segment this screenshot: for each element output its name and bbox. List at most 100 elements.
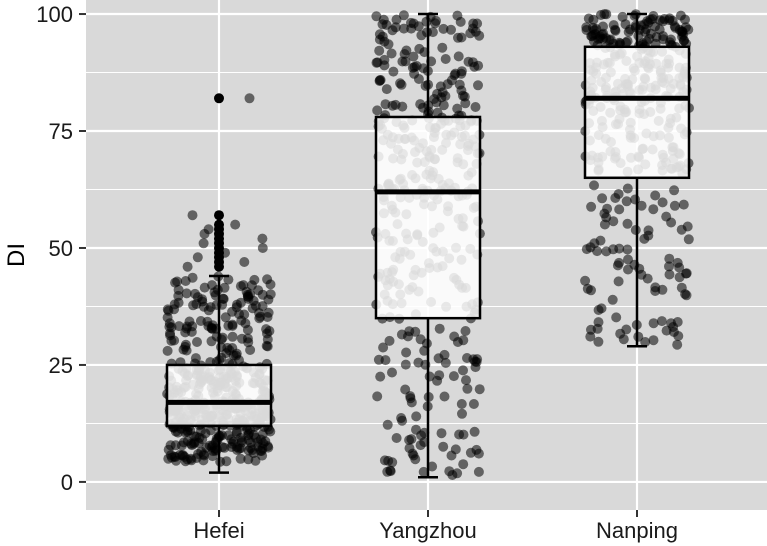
data-point xyxy=(636,200,647,211)
data-point xyxy=(418,102,428,113)
data-point xyxy=(432,107,443,118)
data-point xyxy=(601,9,612,20)
data-point xyxy=(181,345,192,356)
data-point xyxy=(162,304,173,315)
data-point xyxy=(235,297,246,308)
data-point xyxy=(630,194,641,205)
jitter-outlier-point xyxy=(187,210,198,221)
data-point xyxy=(469,426,480,437)
data-point xyxy=(207,323,218,334)
jitter-outlier-point xyxy=(257,233,268,244)
data-point xyxy=(197,296,208,307)
data-point xyxy=(414,43,425,54)
data-point xyxy=(591,24,602,34)
data-point xyxy=(664,269,675,280)
data-point xyxy=(248,429,259,440)
data-point xyxy=(678,29,689,40)
outlier-point xyxy=(214,219,224,230)
data-point xyxy=(415,334,426,345)
data-point xyxy=(438,23,449,34)
data-point xyxy=(187,321,198,332)
data-point xyxy=(436,428,447,439)
data-point xyxy=(383,39,394,50)
jitter-outlier-point xyxy=(257,243,268,253)
data-point xyxy=(404,326,415,337)
data-point xyxy=(372,105,383,116)
data-point xyxy=(247,303,258,314)
data-point xyxy=(398,10,409,21)
data-point xyxy=(162,345,173,356)
data-point xyxy=(473,466,484,477)
data-point xyxy=(470,362,481,373)
data-point xyxy=(391,14,402,25)
data-point xyxy=(664,253,675,264)
data-point xyxy=(205,302,216,313)
data-point xyxy=(585,242,596,253)
data-point xyxy=(190,353,201,364)
data-point xyxy=(409,61,420,72)
data-point xyxy=(411,411,422,422)
y-tick-label: 100 xyxy=(36,2,73,27)
data-point xyxy=(235,281,246,292)
data-point xyxy=(473,60,484,71)
data-point xyxy=(242,291,253,302)
data-point xyxy=(586,201,597,212)
data-point xyxy=(262,334,273,345)
data-point xyxy=(387,457,398,468)
data-point xyxy=(444,466,455,477)
data-point xyxy=(404,435,415,445)
data-point xyxy=(413,357,424,368)
y-tick-label: 75 xyxy=(49,119,73,144)
data-point xyxy=(612,260,623,271)
data-point xyxy=(461,375,471,386)
data-point xyxy=(457,408,467,419)
data-point xyxy=(418,466,429,477)
data-point xyxy=(415,440,426,451)
data-point xyxy=(170,277,181,288)
data-point xyxy=(439,349,450,360)
data-point xyxy=(458,459,469,470)
data-point xyxy=(206,336,217,347)
data-point xyxy=(613,276,624,287)
data-point xyxy=(611,312,622,323)
data-point xyxy=(640,337,651,347)
data-point xyxy=(212,435,223,446)
data-point xyxy=(435,81,446,92)
data-point xyxy=(672,317,683,327)
data-point xyxy=(408,18,419,29)
data-point xyxy=(242,324,253,335)
data-point xyxy=(207,280,217,291)
jitter-outlier-point xyxy=(182,261,193,272)
data-point xyxy=(452,468,463,479)
data-point xyxy=(664,261,674,272)
data-point xyxy=(458,90,468,101)
data-point xyxy=(247,445,258,455)
data-point xyxy=(381,84,392,95)
data-point xyxy=(439,391,450,402)
data-point xyxy=(678,199,689,210)
data-point xyxy=(462,383,473,394)
data-point xyxy=(470,102,481,112)
data-point xyxy=(450,444,461,455)
data-point xyxy=(434,323,445,334)
data-point xyxy=(396,413,407,423)
data-point xyxy=(474,30,485,41)
data-point xyxy=(387,367,397,378)
data-point xyxy=(386,48,397,59)
data-point xyxy=(593,305,604,315)
data-point xyxy=(651,32,662,42)
data-point xyxy=(262,341,273,352)
data-point xyxy=(438,441,449,452)
data-point xyxy=(636,269,647,280)
jitter-outlier-point xyxy=(230,219,241,230)
data-point xyxy=(255,311,266,322)
data-point xyxy=(374,75,385,86)
iqr-box xyxy=(374,115,482,320)
data-point xyxy=(681,290,692,301)
data-point xyxy=(437,42,448,53)
data-point xyxy=(220,312,231,323)
data-point xyxy=(375,371,386,382)
jitter-outlier-point xyxy=(198,238,209,249)
data-point xyxy=(401,347,412,358)
boxes xyxy=(165,12,691,479)
